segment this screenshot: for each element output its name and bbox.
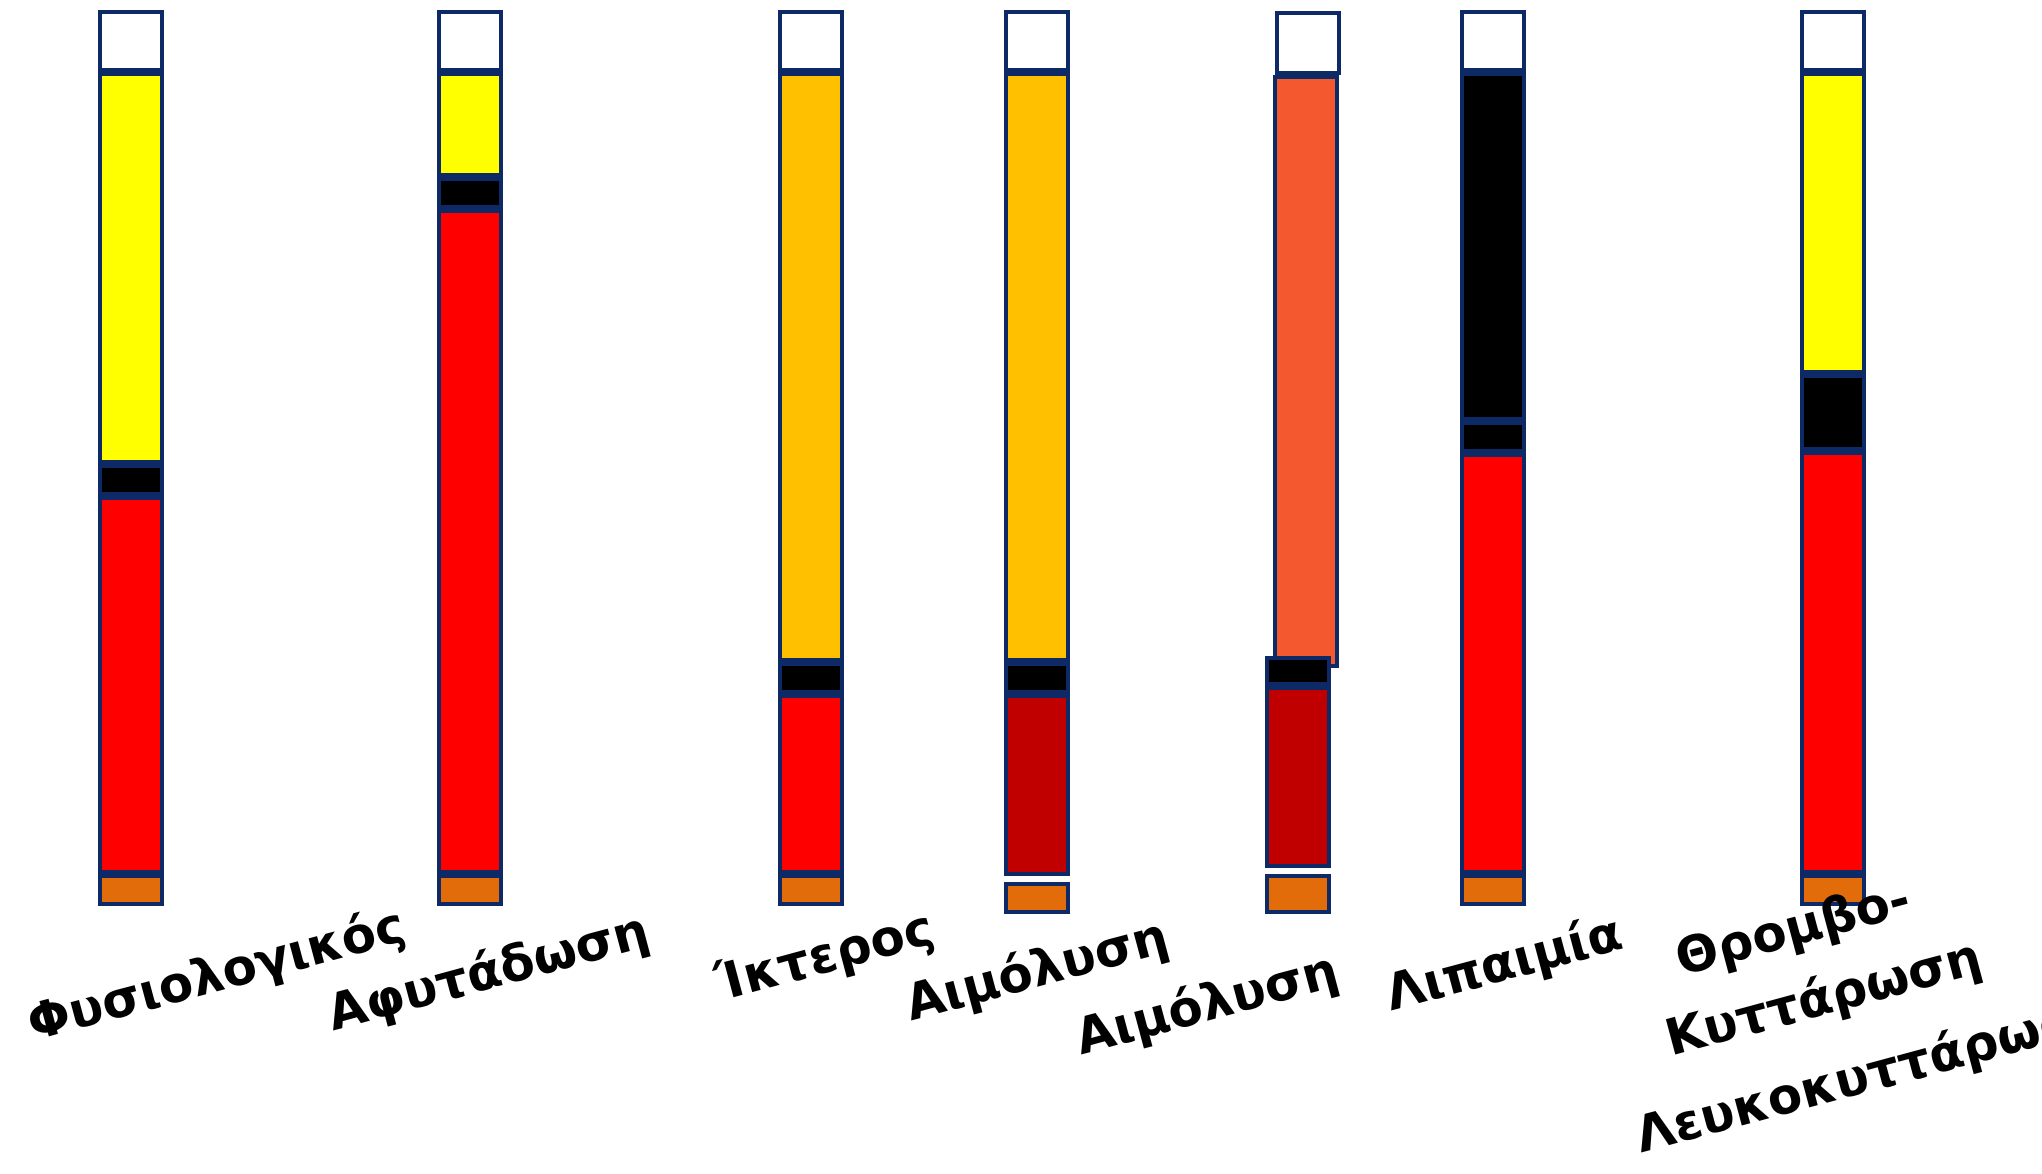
gel-segment — [1460, 874, 1526, 906]
tube-label: Λιπαιμία — [1378, 903, 1628, 1023]
red-cell-segment — [437, 209, 503, 874]
supernatant-segment — [437, 72, 503, 177]
red-cell-segment — [1800, 451, 1866, 874]
gel-segment — [437, 874, 503, 906]
buffy-coat-segment — [1460, 421, 1526, 453]
gel-segment — [1004, 882, 1070, 914]
supernatant-segment — [778, 72, 844, 662]
supernatant-segment — [1273, 75, 1339, 668]
buffy-coat-segment — [1800, 374, 1866, 451]
buffy-coat-segment — [98, 464, 164, 496]
empty-segment — [1004, 10, 1070, 72]
buffy-coat-segment — [1265, 656, 1331, 686]
empty-segment — [98, 10, 164, 72]
supernatant-segment — [1460, 72, 1526, 421]
supernatant-segment — [1004, 72, 1070, 662]
empty-segment — [437, 10, 503, 72]
gel-segment — [1800, 874, 1866, 906]
empty-segment — [1460, 10, 1526, 72]
red-cell-segment — [98, 496, 164, 874]
empty-segment — [1800, 10, 1866, 72]
gel-segment — [1265, 874, 1331, 914]
red-cell-segment — [1004, 694, 1070, 876]
empty-segment — [1275, 11, 1341, 75]
red-cell-segment — [1460, 453, 1526, 874]
supernatant-segment — [1800, 72, 1866, 374]
supernatant-segment — [98, 72, 164, 464]
gel-segment — [98, 874, 164, 906]
buffy-coat-segment — [437, 177, 503, 209]
empty-segment — [778, 10, 844, 72]
red-cell-segment — [778, 694, 844, 874]
gel-segment — [778, 874, 844, 906]
red-cell-segment — [1265, 686, 1331, 868]
buffy-coat-segment — [778, 662, 844, 694]
buffy-coat-segment — [1004, 662, 1070, 694]
